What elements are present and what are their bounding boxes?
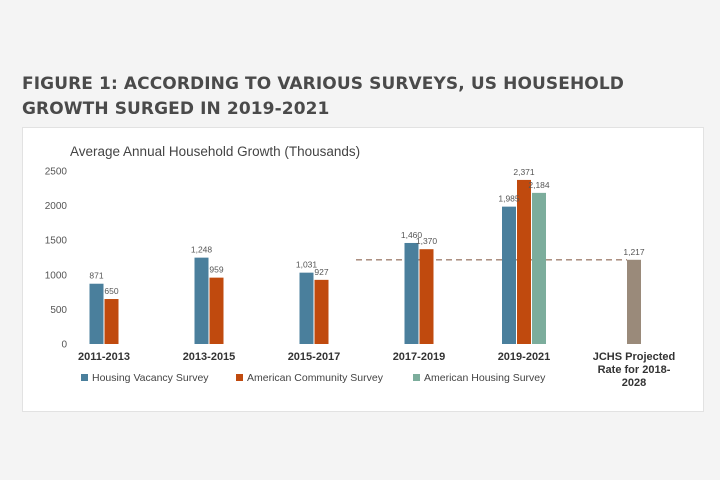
x-tick-label: 2028 bbox=[622, 377, 646, 389]
data-label: 2,184 bbox=[528, 180, 550, 190]
data-label: 1,248 bbox=[191, 245, 213, 255]
x-tick-label: 2015-2017 bbox=[288, 351, 341, 363]
bar bbox=[419, 249, 434, 344]
legend-swatch bbox=[236, 374, 243, 381]
chart-panel: Average Annual Household Growth (Thousan… bbox=[22, 127, 704, 412]
bar bbox=[532, 192, 546, 344]
y-tick-label: 1000 bbox=[45, 270, 68, 281]
x-tick-label: Rate for 2018- bbox=[598, 364, 671, 376]
projection-data-label: 1,217 bbox=[623, 247, 645, 257]
legend-swatch bbox=[413, 374, 420, 381]
data-label: 1,460 bbox=[401, 230, 423, 240]
bar bbox=[194, 257, 209, 344]
bar bbox=[104, 299, 119, 344]
x-tick-label: JCHS Projected bbox=[593, 351, 676, 363]
y-tick-label: 2000 bbox=[45, 201, 68, 212]
legend: Housing Vacancy Survey American Community… bbox=[81, 372, 546, 384]
bar bbox=[502, 206, 516, 344]
bar bbox=[299, 272, 314, 344]
bar bbox=[404, 242, 419, 344]
data-label: 650 bbox=[104, 286, 118, 296]
data-label: 1,031 bbox=[296, 260, 318, 270]
x-tick-label: 2011-2013 bbox=[78, 351, 130, 363]
x-axis: 2011-2013 2013-2015 2015-2017 2017-2019 2019… bbox=[78, 351, 675, 389]
data-label: 959 bbox=[209, 265, 223, 275]
legend-swatch bbox=[81, 374, 88, 381]
y-tick-label: 2500 bbox=[45, 167, 68, 178]
x-tick-label: 2019-2021 bbox=[498, 351, 551, 363]
data-label: 1,370 bbox=[416, 236, 438, 246]
legend-label: American Community Survey bbox=[247, 372, 384, 384]
legend-label: Housing Vacancy Survey bbox=[92, 372, 209, 384]
household-growth-chart: Average Annual Household Growth (Thousan… bbox=[45, 144, 676, 389]
y-tick-label: 0 bbox=[61, 340, 67, 351]
projection-bar bbox=[627, 259, 641, 344]
data-label: 871 bbox=[89, 271, 103, 281]
figure-title: FIGURE 1: ACCORDING TO VARIOUS SURVEYS, … bbox=[22, 74, 624, 119]
chart-title: Average Annual Household Growth (Thousan… bbox=[70, 144, 360, 159]
bar bbox=[89, 283, 104, 344]
data-label: 2,371 bbox=[513, 167, 535, 177]
data-label: 1,985 bbox=[498, 194, 520, 204]
bar bbox=[314, 279, 329, 344]
bar bbox=[517, 179, 531, 344]
x-tick-label: 2013-2015 bbox=[183, 351, 236, 363]
bars-group bbox=[89, 179, 641, 344]
y-axis: 0 500 1000 1500 2000 2500 bbox=[45, 167, 68, 351]
y-tick-label: 1500 bbox=[45, 236, 68, 247]
bar bbox=[209, 277, 224, 344]
data-label: 927 bbox=[314, 267, 328, 277]
y-tick-label: 500 bbox=[50, 305, 67, 316]
x-tick-label: 2017-2019 bbox=[393, 351, 446, 363]
legend-label: American Housing Survey bbox=[424, 372, 546, 384]
